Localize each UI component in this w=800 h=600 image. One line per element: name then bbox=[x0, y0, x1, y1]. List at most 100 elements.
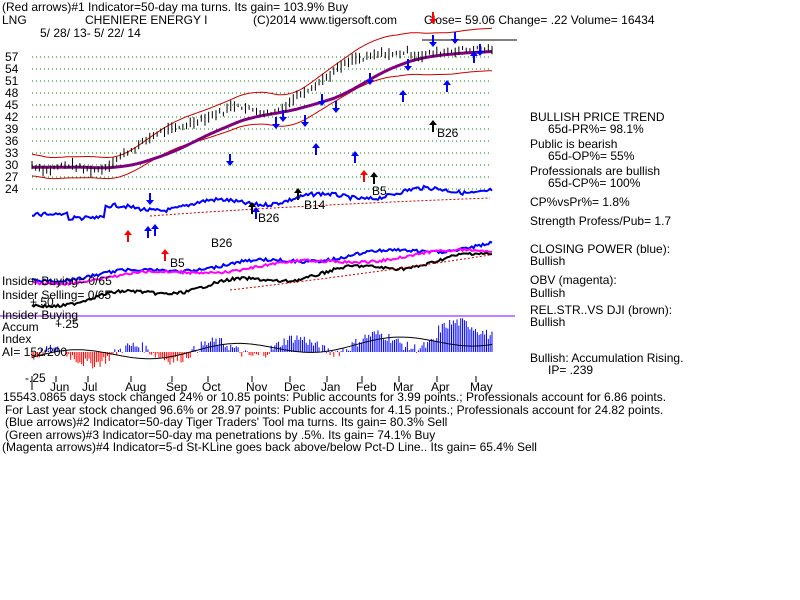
sell-arrow-blue bbox=[451, 39, 459, 44]
trend-heading: BULLISH PRICE TREND bbox=[530, 110, 665, 124]
y-tick-label: 45 bbox=[5, 98, 19, 112]
buy-arrow-black bbox=[248, 202, 256, 207]
company-name: CHENIERE ENERGY I bbox=[85, 13, 208, 27]
sell-arrow-blue bbox=[332, 108, 340, 113]
sell-arrow-blue bbox=[146, 200, 154, 205]
op-value: 65d-OP%= 55% bbox=[548, 149, 635, 163]
buy-arrow-black bbox=[429, 120, 437, 125]
b-label: B5 bbox=[372, 184, 387, 198]
accum-status: Bullish: Accumulation Rising. bbox=[530, 351, 684, 365]
ma50-line bbox=[32, 50, 493, 170]
plus25-label: +.25 bbox=[55, 317, 79, 331]
footer-line-3: (Blue arrows)#2 Indicator=50-day Tiger T… bbox=[5, 415, 448, 429]
month-label: Jun bbox=[50, 380, 70, 394]
sell-arrow-red bbox=[429, 19, 437, 24]
buy-arrow-blue bbox=[351, 151, 359, 156]
footer-line-5: (Magenta arrows)#4 Indicator=5-d St-KLin… bbox=[2, 440, 537, 454]
y-tick-label: 48 bbox=[5, 86, 19, 100]
b-label: B5 bbox=[170, 256, 185, 270]
buy-arrow-blue bbox=[144, 226, 152, 231]
y-tick-label: 57 bbox=[5, 50, 19, 64]
strength-value: Strength Profess/Pub= 1.7 bbox=[530, 214, 672, 228]
month-label: Mar bbox=[393, 380, 414, 394]
insider-selling-label: Insider Selling= 0/65 bbox=[2, 288, 112, 302]
ai-label: AI= 152/200 bbox=[2, 345, 68, 359]
footer-line-4: (Green arrows)#3 Indicator=50-day ma pen… bbox=[5, 428, 436, 442]
upper-band bbox=[31, 27, 493, 159]
y-tick-label: 30 bbox=[5, 158, 19, 172]
relstr-line bbox=[31, 251, 493, 309]
public-status: Public is bearish bbox=[530, 137, 618, 151]
sell-arrow-blue bbox=[429, 42, 437, 47]
relstr-status: Bullish bbox=[530, 315, 566, 329]
obv-heading: OBV (magenta): bbox=[530, 273, 617, 287]
cp-value: 65d-CP%= 100% bbox=[548, 176, 641, 190]
minus25-label: -.25 bbox=[25, 371, 46, 385]
quote-line: Close= 59.06 Change= .22 Volume= 16434 bbox=[424, 13, 655, 27]
obv-status: Bullish bbox=[530, 286, 566, 300]
sell-arrow-blue bbox=[404, 66, 412, 71]
month-label: Sep bbox=[166, 380, 188, 394]
month-label: Dec bbox=[284, 380, 306, 394]
closing-power-line bbox=[32, 184, 493, 222]
obv-blue-line bbox=[31, 240, 493, 284]
ip-value: IP= .239 bbox=[548, 363, 594, 377]
copyright: (C)2014 www.tigersoft.com bbox=[253, 13, 398, 27]
plus50-label: +.50 bbox=[30, 295, 54, 309]
buy-arrow-blue bbox=[443, 80, 451, 85]
month-label: Apr bbox=[431, 380, 450, 394]
month-label: Aug bbox=[125, 380, 147, 394]
insider-buying-label-2: Insider Buying bbox=[2, 308, 79, 322]
y-tick-label: 27 bbox=[5, 170, 19, 184]
b-label: B26 bbox=[211, 236, 233, 250]
buy-arrow-blue bbox=[312, 143, 320, 148]
relstr-trendline bbox=[229, 254, 491, 291]
month-label: Jan bbox=[321, 380, 341, 394]
sell-arrow-blue bbox=[318, 101, 326, 106]
sell-arrow-blue bbox=[476, 51, 484, 56]
y-tick-label: 51 bbox=[5, 74, 19, 88]
month-label: Nov bbox=[246, 380, 268, 394]
relstr-heading: REL.STR..VS DJI (brown): bbox=[530, 303, 673, 317]
buy-arrow-blue bbox=[252, 207, 260, 212]
date-range: 5/ 28/ 13- 5/ 22/ 14 bbox=[40, 26, 141, 40]
buy-arrow-black bbox=[294, 188, 302, 193]
pros-status: Professionals are bullish bbox=[530, 164, 661, 178]
buy-arrow-red bbox=[360, 170, 368, 175]
indicator-1-caption: (Red arrows)#1 Indicator=50-day ma turns… bbox=[2, 0, 349, 14]
y-tick-label: 42 bbox=[5, 110, 19, 124]
month-label: May bbox=[470, 380, 493, 394]
y-tick-label: 39 bbox=[5, 122, 19, 136]
buy-arrow-black bbox=[370, 172, 378, 177]
b-label: B14 bbox=[304, 198, 326, 212]
cpvspr-value: CP%vsPr%= 1.8% bbox=[530, 195, 630, 209]
footer-line-2: For Last year stock changed 96.6% or 28.… bbox=[5, 403, 664, 417]
y-tick-label: 33 bbox=[5, 146, 19, 160]
y-tick-label: 36 bbox=[5, 134, 19, 148]
buy-arrow-red bbox=[124, 230, 132, 235]
sell-arrow-blue bbox=[226, 161, 234, 166]
sell-arrow-blue bbox=[366, 80, 374, 85]
buy-arrow-red bbox=[161, 249, 169, 254]
y-tick-label: 24 bbox=[5, 182, 19, 196]
ticker-symbol: LNG bbox=[2, 13, 27, 27]
accum-ma-line bbox=[31, 336, 493, 360]
cp-trendline bbox=[149, 197, 491, 217]
b-label: B26 bbox=[258, 211, 280, 225]
month-label: Jul bbox=[82, 380, 98, 394]
sell-arrow-blue bbox=[272, 124, 280, 129]
footer-line-1: 15543.0865 days stock changed 24% or 10.… bbox=[3, 390, 667, 404]
lower-band bbox=[31, 70, 493, 180]
month-label: Oct bbox=[202, 380, 221, 394]
buy-arrow-blue bbox=[399, 90, 407, 95]
insider-buying-label: Insider Buying= 0/65 bbox=[2, 274, 112, 288]
y-tick-label: 54 bbox=[5, 62, 19, 76]
buy-arrow-blue bbox=[470, 51, 478, 56]
buy-arrow-blue bbox=[151, 224, 159, 229]
index-label: Index bbox=[2, 332, 32, 346]
sell-arrow-blue bbox=[301, 122, 309, 127]
b-label: B26 bbox=[437, 126, 459, 140]
closing-power-status: Bullish bbox=[530, 254, 566, 268]
accum-label: Accum bbox=[2, 320, 39, 334]
